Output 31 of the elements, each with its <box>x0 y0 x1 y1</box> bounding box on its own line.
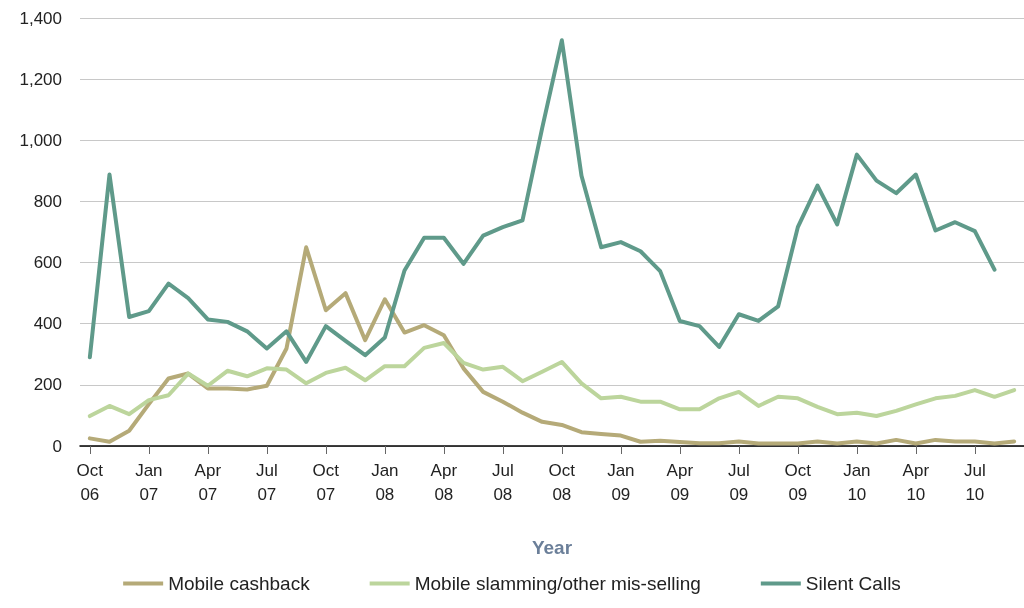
x-tick-label: Apr 09 <box>666 460 694 504</box>
x-tick-label: Jul 09 <box>727 460 750 504</box>
x-axis-title: Year <box>531 537 573 558</box>
x-tick-label: Oct 09 <box>784 460 812 504</box>
legend-label: Mobile cashback <box>168 573 311 594</box>
x-tick-label: Apr 10 <box>902 460 930 504</box>
x-tick-label: Jan 07 <box>135 460 163 504</box>
x-tick-label: Apr 08 <box>430 460 458 504</box>
x-tick-label: Jul 10 <box>963 460 986 504</box>
y-tick-label: 1,400 <box>19 8 62 28</box>
y-tick-label: 1,200 <box>19 69 62 89</box>
line-series <box>87 38 997 364</box>
x-tick-label: Jul 07 <box>255 460 278 504</box>
x-tick-label: Oct 08 <box>548 460 576 504</box>
x-tick-label: Jan 10 <box>843 460 871 504</box>
x-tick-label: Oct 07 <box>312 460 340 504</box>
x-tick-label: Oct 06 <box>76 460 104 504</box>
x-tick-label: Jan 08 <box>371 460 399 504</box>
x-tick-label: Apr 07 <box>194 460 222 504</box>
line-series <box>87 245 1017 446</box>
y-tick-label: 800 <box>33 191 62 211</box>
x-tick-label: Jul 08 <box>491 460 514 504</box>
y-tick-label: 0 <box>52 436 62 456</box>
line-series <box>87 340 1017 419</box>
legend-label: Silent Calls <box>805 573 901 594</box>
x-tick-label: Jan 09 <box>607 460 635 504</box>
y-tick-label: 1,000 <box>19 130 62 150</box>
legend-label: Mobile slamming/other mis-selling <box>414 573 701 594</box>
y-tick-label: 600 <box>33 253 62 273</box>
y-tick-label: 200 <box>33 375 62 395</box>
y-tick-label: 400 <box>33 314 62 334</box>
